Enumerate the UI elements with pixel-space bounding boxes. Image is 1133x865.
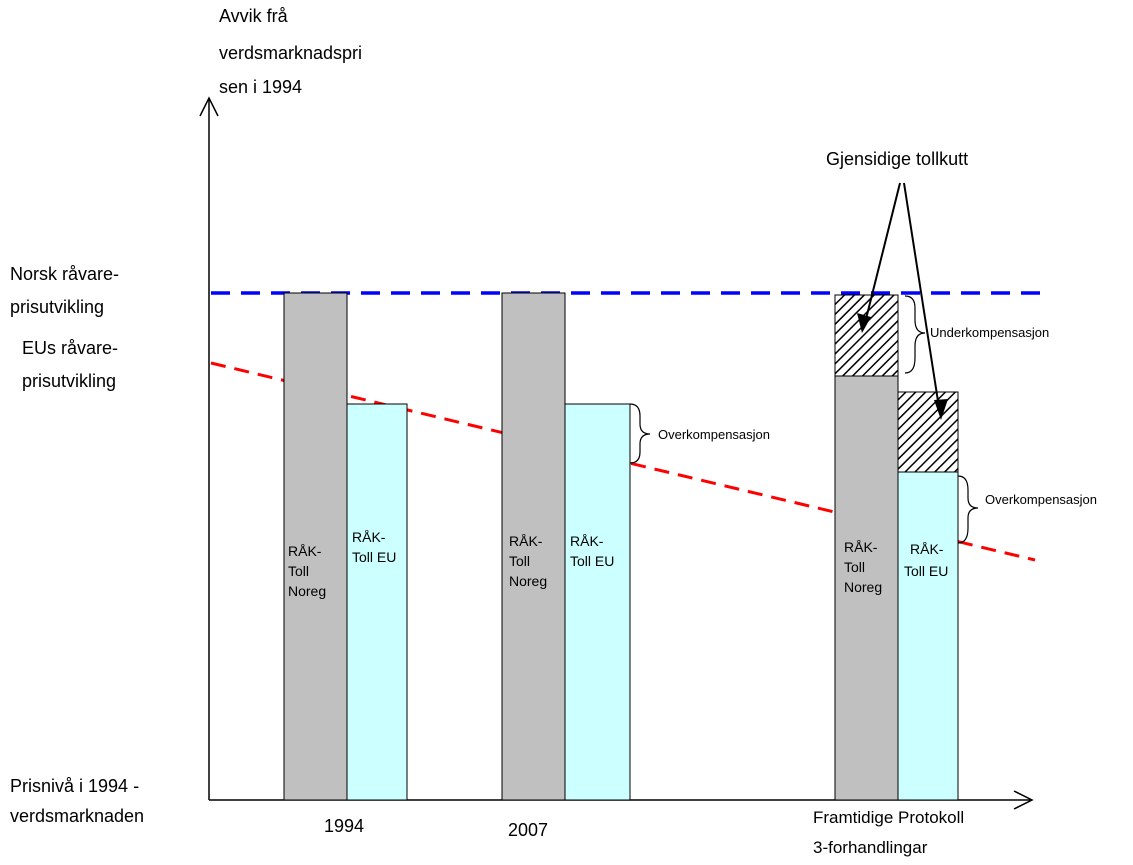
bar-eu-label-future: RÅK- Toll EU: [904, 541, 948, 579]
y-axis-title: Avvik frå verdsmarknadspri sen i 1994: [219, 6, 367, 97]
underkompensasjon-label: Underkompensasjon: [930, 325, 1049, 340]
bar-group-future: RÅK- Toll Noreg RÅK- Toll EU Underkompen…: [826, 149, 1097, 801]
arrow-head-eu-cut: [934, 399, 948, 420]
hatched-cut-noreg-future: [834, 294, 899, 377]
overkompensasjon-label-2007: Overkompensasjon: [658, 427, 770, 442]
bar-eu-2007: [564, 403, 631, 801]
bar-noreg-future: [834, 375, 899, 801]
category-label-1994: 1994: [324, 816, 364, 836]
arrow-line-to-eu-cut: [903, 182, 941, 415]
bar-noreg-1994: [283, 292, 348, 801]
bar-group-2007: RÅK- Toll Noreg RÅK- Toll EU Overkompens…: [501, 292, 770, 801]
category-label-2007: 2007: [508, 820, 548, 840]
bar-eu-future: [897, 471, 959, 801]
bar-noreg-2007: [501, 292, 566, 801]
overkompensasjon-brace-future: [957, 475, 979, 544]
arrow-line-to-noreg-cut: [863, 182, 901, 328]
bar-noreg-label-future: RÅK- Toll Noreg: [844, 539, 882, 595]
bar-eu-label-1994: RÅK- Toll EU: [352, 529, 396, 565]
y-axis: [199, 96, 219, 800]
arrow-head-noreg-cut: [857, 313, 871, 333]
overkompensasjon-brace-2007: [629, 403, 651, 464]
origin-label: Prisnivå i 1994 - verdsmarknaden: [10, 776, 144, 826]
norsk-line-label: Norsk råvare- prisutvikling: [10, 264, 124, 317]
bar-noreg-label-1994: RÅK- Toll Noreg: [288, 543, 326, 599]
category-label-future: Framtidige Protokoll 3-forhandlingar: [813, 808, 969, 857]
bar-group-1994: RÅK- Toll Noreg RÅK- Toll EU: [283, 292, 408, 801]
gjensidige-tollkutt-label: Gjensidige tollkutt: [826, 149, 968, 169]
overkompensasjon-label-future: Overkompensasjon: [985, 492, 1097, 507]
underkompensasjon-brace: [904, 295, 926, 374]
bar-eu-label-2007: RÅK- Toll EU: [570, 533, 614, 569]
bar-noreg-label-2007: RÅK- Toll Noreg: [509, 533, 547, 589]
eu-line-label: EUs råvare- prisutvikling: [22, 338, 123, 391]
hatched-cut-eu-future: [897, 391, 959, 473]
bar-eu-1994: [346, 403, 408, 801]
